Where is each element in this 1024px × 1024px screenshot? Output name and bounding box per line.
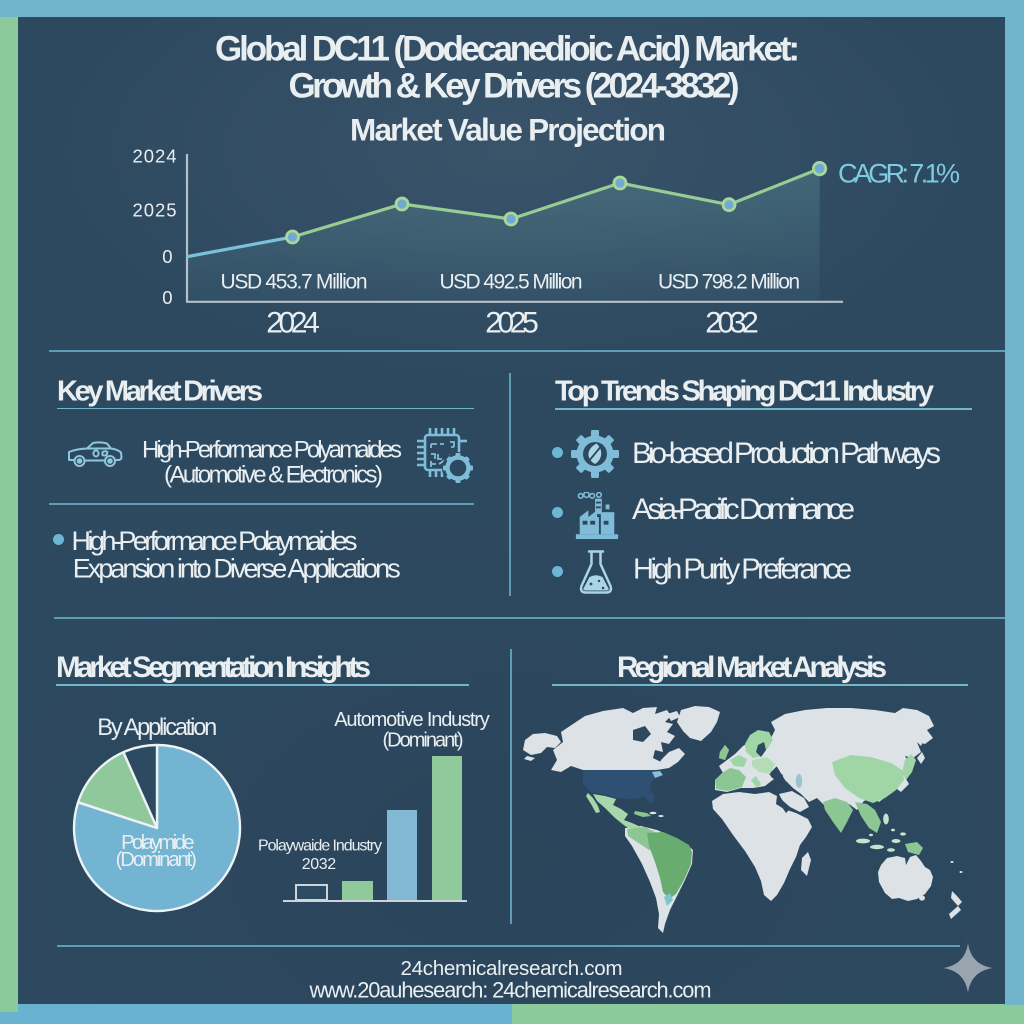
svg-text:2025: 2025 xyxy=(133,200,177,221)
svg-text:Key Market Drivers: Key Market Drivers xyxy=(57,376,263,408)
svg-text:www.20auhesearch: 24chemicalre: www.20auhesearch: 24chemicalresearch.com xyxy=(309,978,712,1003)
svg-text:Market Segmentation Insights: Market Segmentation Insights xyxy=(56,651,371,684)
svg-text:Market Value Projection: Market Value Projection xyxy=(350,112,666,148)
svg-text:2024: 2024 xyxy=(133,146,177,167)
svg-text:2032: 2032 xyxy=(705,307,759,340)
svg-text:Bio-based Production Pathways: Bio-based Production Pathways xyxy=(632,437,941,470)
svg-text:0: 0 xyxy=(162,246,172,267)
svg-text:By Application: By Application xyxy=(97,715,217,741)
svg-text:CAGR: 7.1%: CAGR: 7.1% xyxy=(838,159,960,189)
svg-text:Global DC11 (Dodecanedioic Aci: Global DC11 (Dodecanedioic Acid) Market: xyxy=(215,30,800,69)
svg-text:(Automotive & Electronics): (Automotive & Electronics) xyxy=(164,461,383,488)
svg-text:Expansion into Diverse Applica: Expansion into Diverse Applications xyxy=(73,553,401,583)
svg-text:2024: 2024 xyxy=(266,307,320,340)
svg-text:2025: 2025 xyxy=(485,307,539,340)
svg-text:High Purity Preferance: High Purity Preferance xyxy=(633,554,852,586)
svg-text:USD 798.2 Million: USD 798.2 Million xyxy=(658,271,800,294)
svg-text:2032: 2032 xyxy=(302,856,336,873)
svg-text:High-Performance Polyamaides: High-Performance Polyamaides xyxy=(142,437,402,464)
svg-text:Polaywaide Industry: Polaywaide Industry xyxy=(258,838,382,855)
svg-text:24chemicalresearch.com: 24chemicalresearch.com xyxy=(401,957,623,980)
svg-text:Automotive Industry: Automotive Industry xyxy=(334,709,490,731)
svg-text:Growth & Key Drivers (2024-383: Growth & Key Drivers (2024-3832) xyxy=(289,67,740,106)
svg-text:High-Performance Polaymaides: High-Performance Polaymaides xyxy=(72,526,358,556)
svg-text:(Dominant): (Dominant) xyxy=(116,849,197,871)
svg-text:Polaymide: Polaymide xyxy=(121,832,194,854)
svg-text:Top Trends Shaping DC11 Indust: Top Trends Shaping DC11 Industry xyxy=(555,376,934,408)
svg-text:USD 492.5 Million: USD 492.5 Million xyxy=(440,271,583,294)
svg-text:Asia-Pacific Dominance: Asia-Pacific Dominance xyxy=(632,493,855,526)
svg-text:0: 0 xyxy=(162,287,172,308)
svg-text:USD 453.7 Million: USD 453.7 Million xyxy=(221,271,368,294)
svg-text:Regional Market Analysis: Regional Market Analysis xyxy=(617,651,887,684)
svg-text:(Dominant): (Dominant) xyxy=(383,730,464,752)
